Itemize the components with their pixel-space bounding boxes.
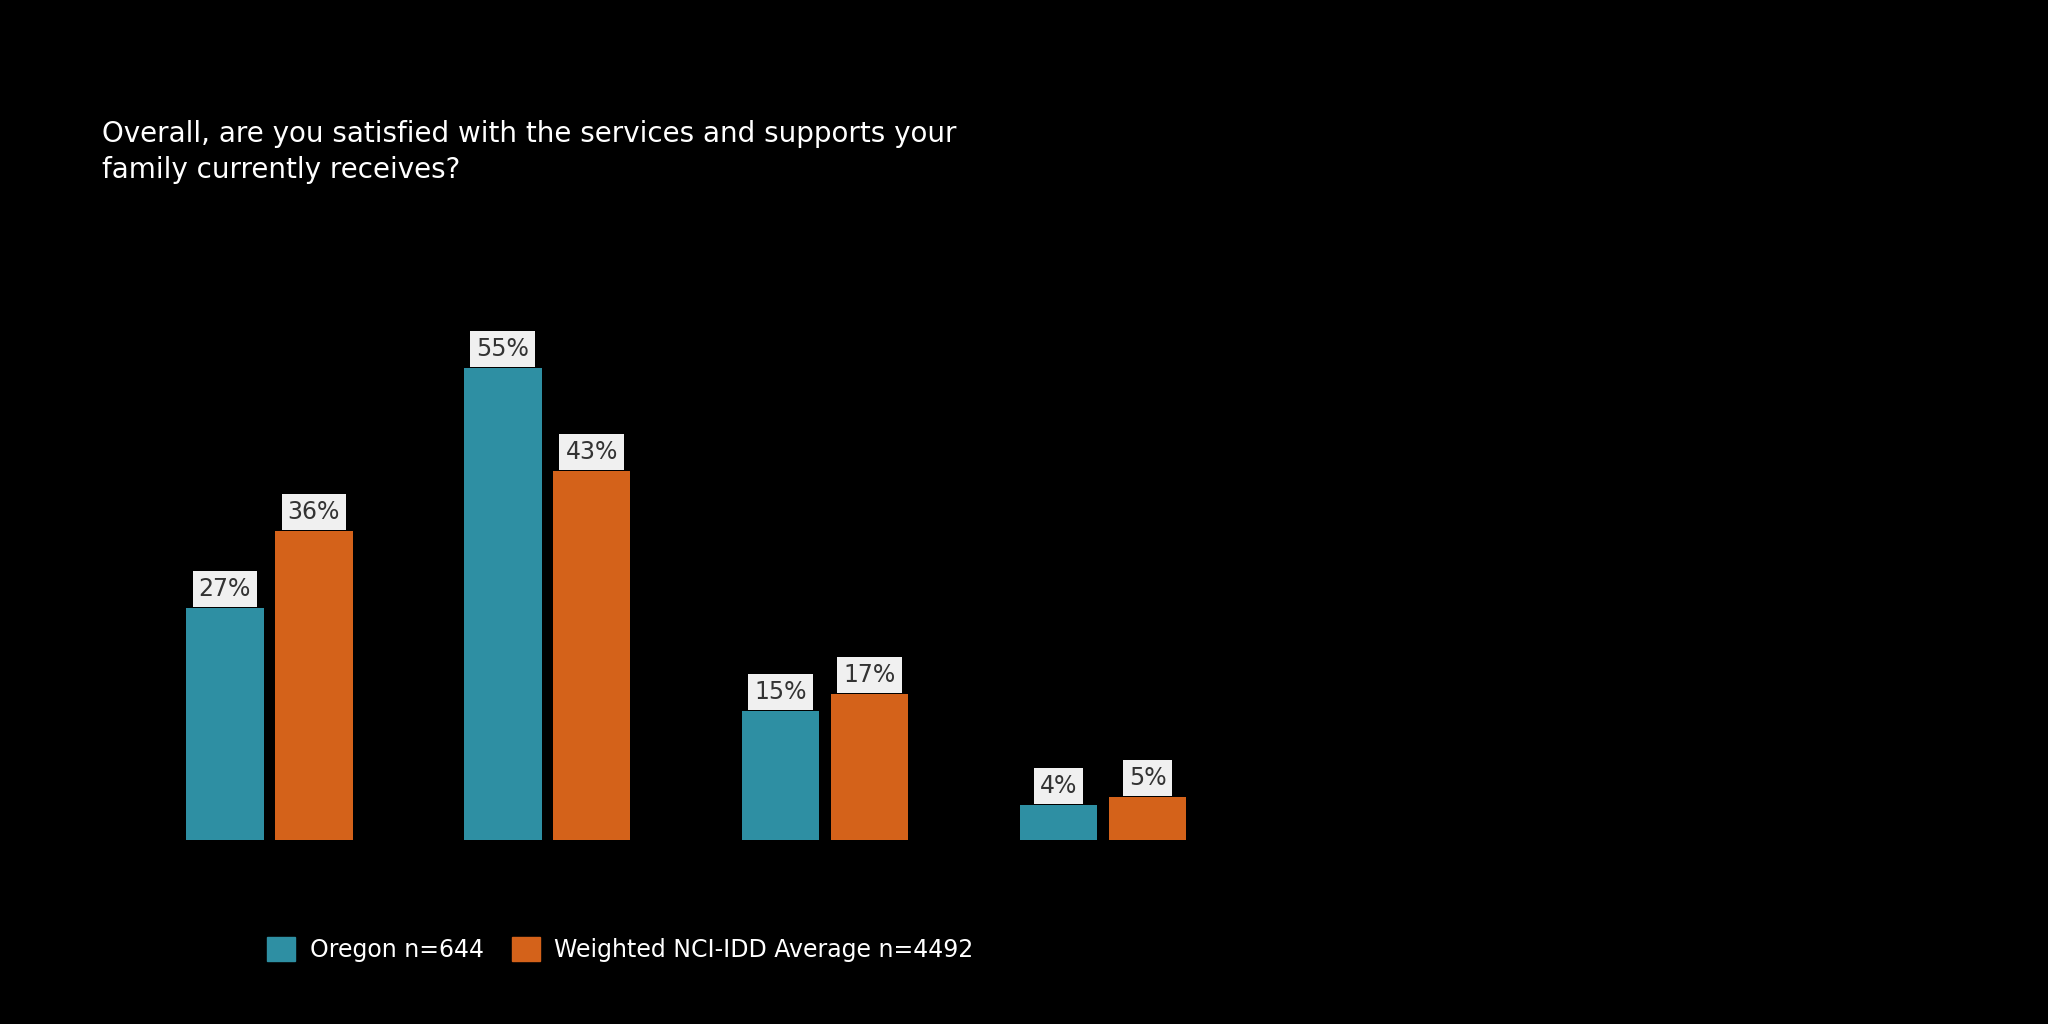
- Text: Overall, are you satisfied with the services and supports your
family currently : Overall, are you satisfied with the serv…: [102, 120, 956, 184]
- Text: 5%: 5%: [1128, 766, 1165, 790]
- Bar: [553, 471, 631, 840]
- Legend: Oregon n=644, Weighted NCI-IDD Average n=4492: Oregon n=644, Weighted NCI-IDD Average n…: [258, 928, 983, 971]
- Bar: [274, 530, 352, 840]
- Bar: [186, 608, 264, 840]
- Text: 17%: 17%: [844, 663, 895, 687]
- Text: 36%: 36%: [287, 500, 340, 523]
- Bar: [1020, 805, 1098, 840]
- Text: 27%: 27%: [199, 577, 252, 601]
- Bar: [463, 368, 541, 840]
- Text: 55%: 55%: [477, 337, 528, 360]
- Bar: [1108, 797, 1186, 840]
- Text: 15%: 15%: [754, 680, 807, 703]
- Bar: [831, 694, 909, 840]
- Bar: [741, 711, 819, 840]
- Text: 43%: 43%: [565, 439, 618, 464]
- Text: 4%: 4%: [1040, 774, 1077, 799]
